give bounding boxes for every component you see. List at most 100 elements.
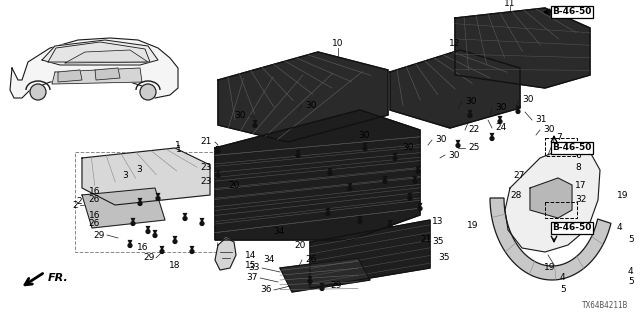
Text: 32: 32 — [575, 196, 586, 204]
Circle shape — [383, 180, 387, 183]
Text: 33: 33 — [248, 263, 260, 273]
Polygon shape — [95, 68, 120, 80]
Circle shape — [153, 234, 157, 237]
Text: 34: 34 — [274, 228, 285, 236]
Polygon shape — [82, 148, 210, 205]
Text: 30: 30 — [465, 98, 477, 107]
Text: 16: 16 — [136, 244, 148, 252]
Text: 19: 19 — [467, 220, 478, 229]
Circle shape — [363, 147, 367, 150]
Text: 8: 8 — [575, 164, 580, 172]
Circle shape — [418, 207, 422, 211]
Circle shape — [146, 229, 150, 233]
Text: 13: 13 — [432, 218, 444, 227]
Circle shape — [190, 250, 194, 253]
Text: 21: 21 — [200, 138, 212, 147]
Text: 3: 3 — [136, 165, 142, 174]
Circle shape — [516, 109, 520, 113]
Text: B-46-50: B-46-50 — [552, 143, 592, 153]
Circle shape — [393, 156, 397, 160]
Text: 29: 29 — [93, 230, 105, 239]
Polygon shape — [159, 246, 164, 252]
Text: 30: 30 — [522, 95, 534, 105]
Circle shape — [183, 217, 187, 220]
Polygon shape — [253, 120, 257, 125]
Circle shape — [160, 250, 164, 253]
Text: 5: 5 — [628, 236, 634, 244]
Text: B-46-50: B-46-50 — [552, 223, 592, 233]
Polygon shape — [490, 133, 495, 139]
Polygon shape — [455, 8, 590, 88]
Text: 30: 30 — [435, 135, 447, 145]
Polygon shape — [308, 276, 312, 282]
Polygon shape — [48, 42, 150, 62]
Text: 10: 10 — [332, 39, 344, 49]
Circle shape — [30, 84, 46, 100]
Circle shape — [468, 114, 472, 117]
Text: 30: 30 — [358, 131, 369, 140]
Polygon shape — [145, 226, 150, 231]
Text: 1: 1 — [176, 145, 182, 154]
Text: 18: 18 — [169, 260, 180, 269]
Polygon shape — [392, 153, 397, 158]
Text: 36: 36 — [260, 285, 272, 294]
Text: 23: 23 — [200, 164, 212, 172]
Polygon shape — [82, 188, 165, 228]
Text: TX64B4211B: TX64B4211B — [582, 301, 628, 310]
Text: 5: 5 — [560, 285, 566, 294]
Text: 31: 31 — [535, 116, 547, 124]
Text: 12: 12 — [449, 38, 461, 47]
Text: 27: 27 — [514, 171, 525, 180]
Circle shape — [308, 280, 312, 284]
Circle shape — [328, 172, 332, 175]
Polygon shape — [189, 246, 195, 252]
Text: 3: 3 — [122, 171, 128, 180]
Polygon shape — [65, 50, 148, 63]
Text: FR.: FR. — [48, 273, 68, 283]
Polygon shape — [516, 106, 520, 111]
Polygon shape — [58, 70, 82, 82]
Polygon shape — [10, 38, 178, 98]
Text: 30: 30 — [234, 110, 246, 119]
Text: 29: 29 — [330, 281, 341, 290]
Text: 30: 30 — [402, 143, 413, 153]
Text: 34: 34 — [264, 255, 275, 265]
Circle shape — [138, 202, 142, 205]
Polygon shape — [200, 218, 204, 223]
Polygon shape — [348, 183, 353, 188]
Polygon shape — [390, 50, 520, 128]
Text: 30: 30 — [495, 103, 506, 113]
Polygon shape — [530, 178, 572, 218]
Polygon shape — [138, 198, 143, 204]
Text: 16: 16 — [88, 188, 100, 196]
Polygon shape — [52, 68, 142, 84]
Circle shape — [413, 180, 417, 183]
Polygon shape — [127, 240, 132, 245]
Circle shape — [456, 144, 460, 148]
Text: 6: 6 — [575, 150, 580, 159]
Polygon shape — [388, 220, 392, 226]
Text: 37: 37 — [246, 274, 258, 283]
Text: 16: 16 — [88, 211, 100, 220]
Circle shape — [156, 196, 160, 200]
Text: 26: 26 — [88, 196, 100, 204]
Circle shape — [490, 137, 494, 140]
Circle shape — [498, 120, 502, 124]
Text: 4: 4 — [617, 223, 623, 233]
Circle shape — [200, 221, 204, 225]
Text: 23: 23 — [200, 178, 212, 187]
Polygon shape — [152, 230, 157, 236]
Polygon shape — [216, 170, 220, 175]
Text: 4: 4 — [628, 268, 634, 276]
Bar — [545, 138, 577, 156]
Circle shape — [140, 84, 156, 100]
Text: 26: 26 — [305, 255, 316, 265]
Text: 14: 14 — [245, 251, 257, 260]
Text: 26: 26 — [88, 219, 100, 228]
Polygon shape — [417, 203, 422, 209]
Polygon shape — [358, 216, 362, 221]
Polygon shape — [42, 40, 158, 65]
Text: 24: 24 — [495, 124, 506, 132]
Circle shape — [416, 170, 420, 173]
Polygon shape — [173, 236, 177, 242]
